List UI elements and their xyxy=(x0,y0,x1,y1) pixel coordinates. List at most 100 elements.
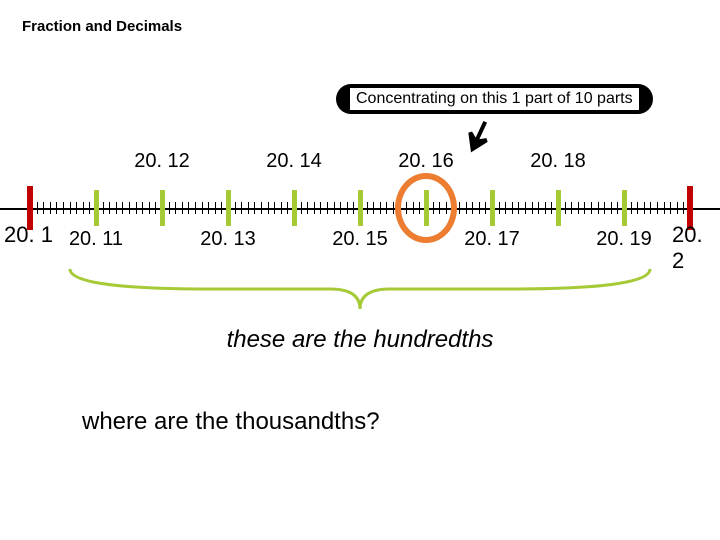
tick-minor xyxy=(367,202,368,214)
tick-minor xyxy=(565,202,566,214)
tick-minor xyxy=(235,202,236,214)
tick-minor xyxy=(50,202,51,214)
tick-minor xyxy=(657,202,658,214)
tick-minor xyxy=(149,202,150,214)
tick-minor xyxy=(248,202,249,214)
tick-minor xyxy=(103,202,104,214)
tick-minor xyxy=(175,202,176,214)
tick-minor xyxy=(472,202,473,214)
tick-major xyxy=(94,190,99,226)
tick-major xyxy=(556,190,561,226)
tick-minor xyxy=(604,202,605,214)
tick-minor xyxy=(386,202,387,214)
end-label-left: 20. 1 xyxy=(4,222,53,248)
tick-label-bottom: 20. 13 xyxy=(200,228,256,251)
tick-minor xyxy=(76,202,77,214)
tick-minor xyxy=(532,202,533,214)
tick-minor xyxy=(37,202,38,214)
tick-minor xyxy=(307,202,308,214)
tick-minor xyxy=(459,202,460,214)
tick-label-bottom: 20. 11 xyxy=(69,228,123,251)
callout-text: Concentrating on this 1 part of 10 parts xyxy=(350,88,639,110)
tick-minor xyxy=(195,202,196,214)
tick-minor xyxy=(208,202,209,214)
tick-minor xyxy=(142,202,143,214)
tick-minor xyxy=(182,202,183,214)
tick-minor xyxy=(221,202,222,214)
tick-minor xyxy=(83,202,84,214)
tick-label-bottom: 20. 17 xyxy=(464,228,520,251)
tick-minor xyxy=(43,202,44,214)
tick-minor xyxy=(327,202,328,214)
tick-minor xyxy=(650,202,651,214)
tick-major xyxy=(358,190,363,226)
tick-minor xyxy=(320,202,321,214)
tick-minor xyxy=(274,202,275,214)
tick-major xyxy=(160,190,165,226)
tick-minor xyxy=(393,202,394,214)
tick-minor xyxy=(644,202,645,214)
tick-minor xyxy=(380,202,381,214)
tick-major xyxy=(292,190,297,226)
tick-minor xyxy=(353,202,354,214)
tick-minor xyxy=(70,202,71,214)
tick-minor xyxy=(261,202,262,214)
tick-minor xyxy=(551,202,552,214)
tick-minor xyxy=(56,202,57,214)
highlight-circle xyxy=(395,173,457,243)
tick-label-bottom: 20. 15 xyxy=(332,228,388,251)
tick-minor xyxy=(340,202,341,214)
tick-minor xyxy=(664,202,665,214)
tick-label-bottom: 20. 19 xyxy=(596,228,652,251)
tick-minor xyxy=(518,202,519,214)
tick-minor xyxy=(479,202,480,214)
tick-minor xyxy=(334,202,335,214)
tick-minor xyxy=(512,202,513,214)
tick-label-top: 20. 18 xyxy=(530,150,586,173)
tick-minor xyxy=(109,202,110,214)
tick-minor xyxy=(301,202,302,214)
tick-minor xyxy=(545,202,546,214)
tick-minor xyxy=(598,202,599,214)
tick-minor xyxy=(578,202,579,214)
arrow-icon xyxy=(454,114,499,166)
tick-minor xyxy=(241,202,242,214)
tick-minor xyxy=(89,202,90,214)
tick-minor xyxy=(466,202,467,214)
tick-major xyxy=(490,190,495,226)
tick-minor xyxy=(525,202,526,214)
tick-minor xyxy=(122,202,123,214)
tick-minor xyxy=(169,202,170,214)
tick-label-top: 20. 14 xyxy=(266,150,322,173)
tick-minor xyxy=(584,202,585,214)
tick-minor xyxy=(637,202,638,214)
tick-minor xyxy=(314,202,315,214)
tick-minor xyxy=(268,202,269,214)
tick-minor xyxy=(202,202,203,214)
tick-minor xyxy=(155,202,156,214)
thousandths-question: where are the thousandths? xyxy=(82,408,380,436)
tick-minor xyxy=(373,202,374,214)
tick-minor xyxy=(538,202,539,214)
tick-label-top: 20. 16 xyxy=(398,150,454,173)
tick-minor xyxy=(505,202,506,214)
tick-label-top: 20. 12 xyxy=(134,150,190,173)
tick-minor xyxy=(571,202,572,214)
tick-minor xyxy=(485,202,486,214)
end-label-right: 20. 2 xyxy=(672,222,720,274)
tick-major xyxy=(622,190,627,226)
tick-minor xyxy=(287,202,288,214)
tick-minor xyxy=(591,202,592,214)
tick-minor xyxy=(617,202,618,214)
tick-minor xyxy=(63,202,64,214)
tick-minor xyxy=(129,202,130,214)
tick-minor xyxy=(677,202,678,214)
tick-minor xyxy=(670,202,671,214)
tick-minor xyxy=(136,202,137,214)
tick-major xyxy=(226,190,231,226)
brace-icon xyxy=(60,264,660,324)
tick-minor xyxy=(281,202,282,214)
tick-minor xyxy=(254,202,255,214)
hundredths-text: these are the hundredths xyxy=(0,326,720,354)
tick-minor xyxy=(499,202,500,214)
